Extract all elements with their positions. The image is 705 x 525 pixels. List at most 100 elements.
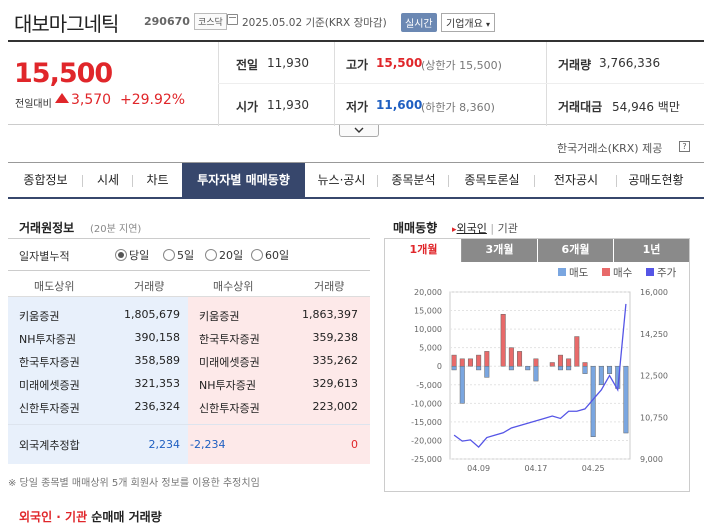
sell-bar bbox=[607, 365, 613, 374]
header-buy-top: 매수상위 bbox=[213, 280, 254, 293]
sell-bar bbox=[598, 365, 604, 386]
right-axis-tick: 9,000 bbox=[640, 455, 663, 464]
tab-overview[interactable]: 종합정보 bbox=[8, 163, 83, 198]
tab-discussion[interactable]: 종목토론실 bbox=[449, 163, 535, 198]
option-institution[interactable]: 기관 bbox=[497, 222, 518, 235]
left-axis-tick: -15,000 bbox=[411, 418, 442, 427]
x-axis-tick: 04.17 bbox=[524, 464, 547, 473]
tab-analysis[interactable]: 종목분석 bbox=[378, 163, 449, 198]
help-icon[interactable]: ? bbox=[679, 141, 690, 152]
buy-broker-volume: 359,238 bbox=[312, 331, 359, 344]
trend-options: ▸외국인 | 기관 bbox=[452, 220, 518, 236]
left-axis-tick: 20,000 bbox=[414, 288, 442, 297]
buy-bar bbox=[476, 354, 482, 367]
header-sell-volume: 거래량 bbox=[134, 280, 165, 293]
right-axis-tick: 16,000 bbox=[640, 288, 668, 297]
chart-box bbox=[384, 238, 690, 492]
foreign-net-volume: -2,234 bbox=[190, 438, 226, 451]
realtime-button[interactable]: 실시간 bbox=[401, 13, 437, 32]
foreign-buy-volume: 0 bbox=[351, 438, 358, 451]
broker-table-frame bbox=[8, 238, 370, 466]
main-tabs: 종합정보 시세 차트 투자자별 매매동향 뉴스·공시 종목분석 종목토론실 전자… bbox=[8, 162, 704, 199]
tab-investor-trend[interactable]: 투자자별 매매동향 bbox=[182, 163, 305, 198]
prev-close-label: 전일 bbox=[236, 58, 259, 72]
sell-bar bbox=[533, 365, 539, 382]
period-radio-20d[interactable]: 20일 bbox=[205, 247, 243, 263]
trading-chart: 매도 매수 주가 20,000 15,000 10,000 5,000 0 -5,000 -10… bbox=[411, 267, 677, 473]
chevron-down-icon: ▾ bbox=[486, 20, 491, 29]
left-axis-tick: -25,000 bbox=[411, 455, 442, 464]
sell-bar bbox=[566, 365, 572, 371]
buy-broker-name: 한국투자증권 bbox=[199, 333, 260, 346]
tab-news[interactable]: 뉴스·공시 bbox=[305, 163, 378, 198]
x-axis-tick: 04.25 bbox=[582, 464, 605, 473]
period-tab-1m[interactable]: 1개월 bbox=[386, 239, 462, 262]
header-buy-volume: 거래량 bbox=[314, 280, 345, 293]
sell-bar bbox=[476, 365, 482, 371]
foreign-sell-volume: 2,234 bbox=[148, 438, 181, 451]
buy-broker-volume: 329,613 bbox=[312, 377, 359, 390]
legend-swatch bbox=[646, 268, 654, 276]
buy-bar bbox=[582, 362, 588, 367]
net-trading-title-rest: 순매매 거래량 bbox=[87, 510, 162, 524]
sell-broker-name: 키움증권 bbox=[19, 310, 60, 323]
buy-broker-volume: 223,002 bbox=[312, 400, 359, 413]
buy-bar bbox=[459, 358, 465, 367]
buy-broker-name: 키움증권 bbox=[199, 310, 240, 323]
price-change: 3,570 bbox=[71, 92, 112, 108]
radio-icon bbox=[163, 249, 175, 261]
volume-value: 3,766,336 bbox=[599, 56, 661, 70]
expand-toggle[interactable] bbox=[339, 125, 379, 137]
period-tab-1y[interactable]: 1년 bbox=[614, 239, 689, 262]
high-value: 15,500 bbox=[376, 56, 423, 70]
calendar-icon bbox=[227, 14, 238, 25]
period-label: 일자별누적 bbox=[19, 250, 70, 263]
sell-broker-volume: 358,589 bbox=[134, 354, 181, 367]
buy-bar bbox=[484, 351, 490, 367]
tab-price[interactable]: 시세 bbox=[83, 163, 133, 198]
period-radio-5d[interactable]: 5일 bbox=[163, 247, 194, 263]
period-tab-6m[interactable]: 6개월 bbox=[538, 239, 614, 262]
period-60d-label: 60일 bbox=[265, 249, 290, 262]
stock-title: 대보마그네틱 bbox=[14, 12, 119, 36]
sell-broker-volume: 236,324 bbox=[134, 400, 181, 413]
date-info: 2025.05.02 기준(KRX 장마감) bbox=[242, 17, 387, 29]
net-trading-title-highlight: 외국인 · 기관 bbox=[19, 510, 88, 524]
buy-bar bbox=[508, 347, 514, 367]
buy-broker-volume: 335,262 bbox=[312, 354, 359, 367]
legend-swatch bbox=[558, 268, 566, 276]
tab-short-selling[interactable]: 공매도현황 bbox=[628, 173, 684, 187]
radio-icon bbox=[251, 249, 263, 261]
sell-broker-name: 신한투자증권 bbox=[19, 402, 80, 415]
period-20d-label: 20일 bbox=[219, 249, 244, 262]
stock-code: 290670 bbox=[144, 15, 190, 28]
legend-label: 매수 bbox=[613, 267, 633, 279]
broker-table-header bbox=[8, 270, 370, 297]
trend-title: 매매동향 bbox=[393, 221, 438, 235]
chart-period-tabs: 1개월 3개월 6개월 1년 bbox=[386, 239, 689, 262]
period-radio-60d[interactable]: 60일 bbox=[251, 247, 289, 263]
tab-disclosure[interactable]: 전자공시 bbox=[535, 163, 617, 198]
period-tab-3m[interactable]: 3개월 bbox=[462, 239, 538, 262]
percent-change: +29.92% bbox=[120, 92, 186, 108]
net-trading-title: 외국인 · 기관 순매매 거래량 bbox=[19, 508, 162, 525]
current-price: 15,500 bbox=[14, 58, 113, 89]
sell-bar bbox=[484, 365, 490, 378]
delay-note: (20분 지연) bbox=[90, 224, 142, 235]
period-radio-today[interactable]: 당일 bbox=[115, 247, 149, 263]
sell-broker-volume: 390,158 bbox=[134, 331, 181, 344]
buy-bar bbox=[557, 354, 563, 367]
buy-broker-name: 미래에셋증권 bbox=[199, 356, 260, 369]
buy-bar bbox=[566, 358, 572, 367]
buy-broker-volume: 1,863,397 bbox=[302, 308, 358, 321]
company-overview-dropdown[interactable]: 기업개요 ▾ bbox=[441, 13, 496, 32]
option-foreign[interactable]: 외국인 bbox=[456, 222, 487, 235]
buy-broker-name: 신한투자증권 bbox=[199, 402, 260, 415]
buy-bar bbox=[517, 351, 523, 367]
left-axis-tick: -10,000 bbox=[411, 399, 442, 408]
price-line bbox=[453, 303, 627, 448]
up-arrow-icon bbox=[55, 93, 69, 103]
tab-chart[interactable]: 차트 bbox=[146, 173, 169, 187]
sell-bar bbox=[459, 365, 465, 404]
period-5d-label: 5일 bbox=[177, 249, 195, 262]
